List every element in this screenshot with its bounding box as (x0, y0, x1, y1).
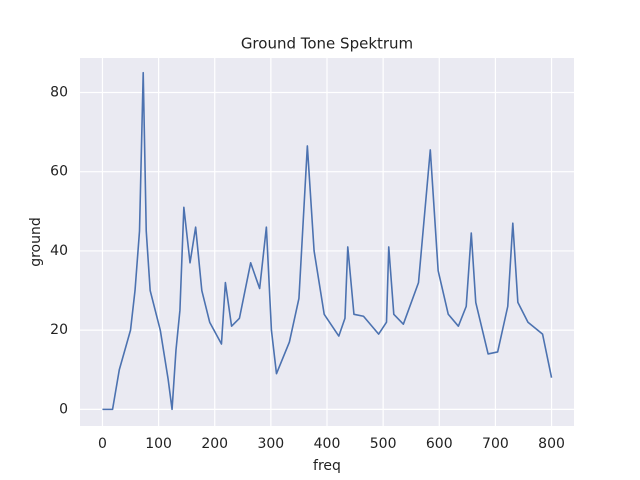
x-tick-label: 500 (370, 436, 397, 452)
y-tick-label: 20 (50, 322, 68, 338)
x-axis-label: freq (313, 458, 341, 474)
x-tick-label: 0 (98, 436, 107, 452)
x-tick-label: 800 (538, 436, 565, 452)
x-tick-label: 700 (482, 436, 509, 452)
x-tick-label: 300 (257, 436, 284, 452)
x-tick-label: 600 (426, 436, 453, 452)
y-tick-label: 40 (50, 243, 68, 259)
y-tick-label: 0 (59, 401, 68, 417)
x-tick-label: 100 (145, 436, 172, 452)
x-tick-label: 200 (201, 436, 228, 452)
x-tick-label: 400 (314, 436, 341, 452)
data-line (102, 71, 553, 411)
y-tick-label: 80 (50, 84, 68, 100)
y-axis-label: ground (28, 217, 44, 267)
y-tick-label: 60 (50, 164, 68, 180)
chart-title: Ground Tone Spektrum (241, 35, 413, 53)
